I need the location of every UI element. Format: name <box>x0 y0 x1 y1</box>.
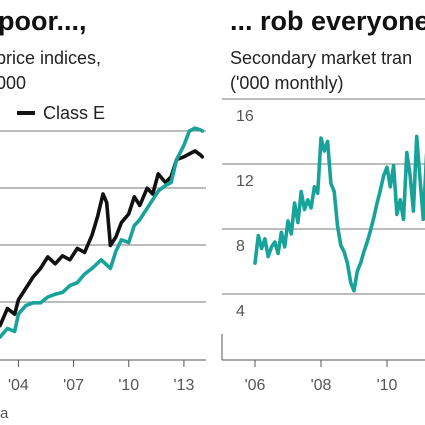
right-x-tick-label-1: '08 <box>311 377 332 394</box>
right-chart-title: ... rob everyone <box>230 6 425 36</box>
right-chart-subtitle-line2: ('000 monthly) <box>230 73 343 93</box>
left-chart-subtitle-line1: price indices, <box>0 48 101 68</box>
left-x-tick-label-0: '04 <box>8 377 29 394</box>
right-plot-area: 4 8 12 16 '06 '08 '10 <box>221 98 425 394</box>
right-series-transactions-line <box>253 134 425 293</box>
right-chart-subtitle-line1: Secondary market tran <box>230 48 412 68</box>
right-y-tick-label-0: 4 <box>236 303 245 320</box>
right-y-tick-label-2: 12 <box>236 173 254 190</box>
left-chart-subtitle-line2: 000 <box>0 73 26 93</box>
right-y-tick-label-1: 8 <box>236 238 245 255</box>
source-note: a <box>0 405 9 422</box>
left-x-tick-label-1: '07 <box>63 377 84 394</box>
left-series-teal-line <box>0 126 205 339</box>
left-plot-area: '04 '07 '10 '13 <box>0 126 206 394</box>
left-x-tick-label-3: '13 <box>173 377 194 394</box>
legend-class-e-label: Class E <box>43 103 105 123</box>
left-x-tick-label-2: '10 <box>118 377 139 394</box>
right-x-tick-label-2: '10 <box>377 377 398 394</box>
right-x-tick-label-0: '06 <box>245 377 266 394</box>
right-y-tick-label-3: 16 <box>236 108 254 125</box>
left-chart-title: poor..., <box>0 6 87 36</box>
